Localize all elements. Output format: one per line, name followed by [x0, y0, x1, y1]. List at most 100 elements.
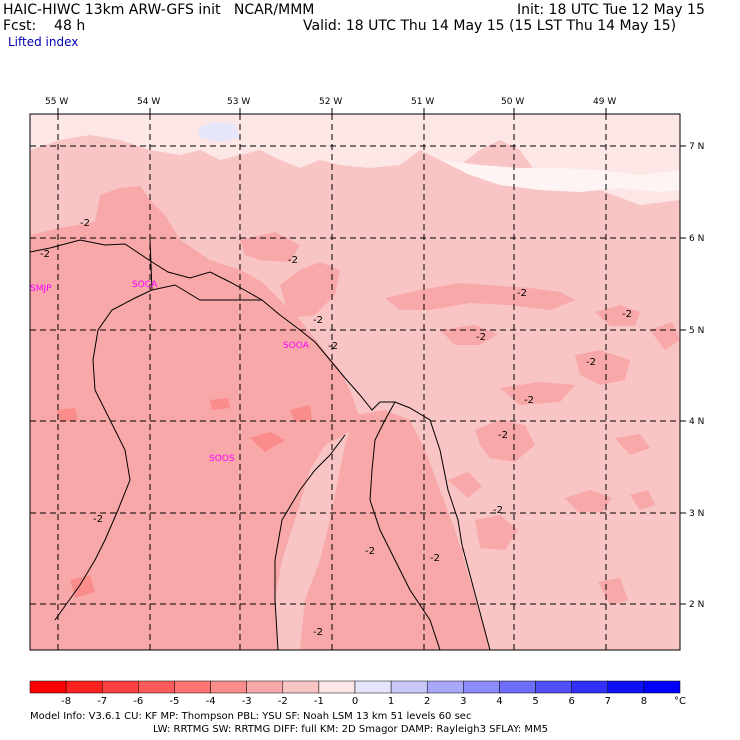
border-west [54, 239, 153, 621]
colorbar-swatch [282, 680, 320, 694]
model-info-line2: LW: RRTMG SW: RRTMG DIFF: full KM: 2D Sm… [153, 724, 549, 735]
li-dot [210, 398, 230, 410]
colorbar-swatch [210, 680, 247, 694]
valid-time: Valid: 18 UTC Thu 14 May 15 (15 LST Thu … [303, 18, 677, 34]
border-east [369, 401, 441, 651]
colorbar-swatch [65, 680, 103, 694]
model-title: HAIC-HIWC 13km ARW-GFS init NCAR/MMM [3, 2, 315, 18]
lat-label: 4 N [689, 417, 704, 427]
lon-label: 54 W [137, 97, 160, 107]
contour-label: -2 [288, 255, 298, 266]
lat-label: 2 N [689, 600, 704, 610]
init-time: Init: 18 UTC Tue 12 May 15 [517, 2, 705, 18]
colorbar-tick-label: 3 [460, 696, 467, 707]
li-fill-moderate [30, 186, 360, 650]
contour-label: -2 [313, 627, 323, 638]
li-patch [475, 420, 535, 462]
colorbar-swatch [426, 680, 464, 694]
colorbar-swatch [571, 680, 609, 694]
li-patch [630, 490, 655, 510]
li-dot [290, 405, 312, 422]
colorbar [29, 680, 681, 694]
contour-label: -2 [313, 315, 323, 326]
colorbar-tick-label: -4 [205, 696, 216, 707]
contour-label: -2 [430, 553, 440, 564]
colorbar-swatch [463, 680, 500, 694]
li-patch [475, 515, 518, 550]
contour-label: -2 [517, 288, 527, 299]
colorbar-tick-label: 6 [568, 696, 575, 707]
station-label: SOCA [132, 280, 158, 290]
lat-label: 5 N [689, 326, 704, 336]
lat-label: 3 N [689, 509, 704, 519]
map-frame [29, 113, 681, 651]
colorbar-tick-label: -7 [97, 696, 108, 707]
colorbar-swatch [643, 680, 681, 694]
li-fill-pale [30, 114, 680, 205]
li-patch [280, 262, 340, 318]
colorbar-tick-label: -8 [61, 696, 72, 707]
lat-label: 7 N [689, 142, 704, 152]
li-patch [615, 434, 650, 455]
colorbar-swatch [174, 680, 211, 694]
lon-label: 52 W [319, 97, 342, 107]
map-field [30, 114, 680, 650]
li-patch [420, 538, 465, 568]
station-label: SMJP [30, 284, 52, 294]
contour-label: -2 [93, 514, 103, 525]
contour-label: -2 [498, 430, 508, 441]
colorbar-swatch [138, 680, 175, 694]
colorbar-swatch [318, 680, 356, 694]
coastline [29, 239, 491, 651]
colorbar-tick-label: -3 [241, 696, 252, 707]
colorbar-tick-label: 0 [351, 696, 359, 707]
contour-label: -2 [524, 395, 534, 406]
li-patch [575, 350, 630, 385]
contour-label: -2 [80, 218, 90, 229]
colorbar-tick-label: 5 [532, 696, 539, 707]
colorbar-tick-label: -1 [313, 696, 324, 707]
contour-label: -2 [622, 309, 632, 320]
li-patch [448, 472, 482, 498]
li-fill-moderate-central [300, 410, 490, 650]
model-info-line1: Model Info: V3.6.1 CU: KF MP: Thompson P… [30, 711, 472, 722]
li-fill-blue [198, 122, 240, 142]
li-patch [595, 305, 640, 326]
graticule [30, 114, 680, 650]
li-dot [250, 432, 285, 452]
colorbar-tick-label: 1 [387, 696, 395, 707]
colorbar-tick-label: -6 [133, 696, 144, 707]
colorbar-unit: °C [674, 696, 686, 707]
colorbar-tick-label: 8 [640, 696, 648, 707]
colorbar-swatch [535, 680, 572, 694]
li-patch [240, 232, 300, 262]
contour-label: -2 [493, 505, 503, 516]
colorbar-swatch [354, 680, 392, 694]
lat-ticks [680, 145, 686, 605]
lon-ticks [57, 108, 607, 114]
colorbar-swatch [246, 680, 284, 694]
li-patch [565, 490, 612, 512]
colorbar-swatch [390, 680, 428, 694]
colorbar-swatch [101, 680, 139, 694]
border-central [274, 434, 346, 651]
contour-label: -2 [586, 357, 596, 368]
lon-label: 50 W [501, 97, 524, 107]
colorbar-swatch [29, 680, 67, 694]
field-name: Lifted index [8, 35, 79, 49]
li-dot [57, 408, 78, 422]
colorbar-swatch [499, 680, 536, 694]
colorbar-swatch [607, 680, 645, 694]
lon-label: 53 W [227, 97, 250, 107]
li-dot [70, 575, 95, 598]
li-fill-whitish [440, 160, 680, 192]
lon-label: 55 W [45, 97, 68, 107]
contour-label: -2 [365, 546, 375, 557]
colorbar-tick-label: 2 [424, 696, 431, 707]
li-patch [650, 322, 680, 350]
contour-label: -2 [476, 332, 486, 343]
border-north [151, 284, 262, 301]
station-label: SOOS [209, 454, 235, 464]
forecast-hour: Fcst: 48 h [3, 18, 86, 34]
